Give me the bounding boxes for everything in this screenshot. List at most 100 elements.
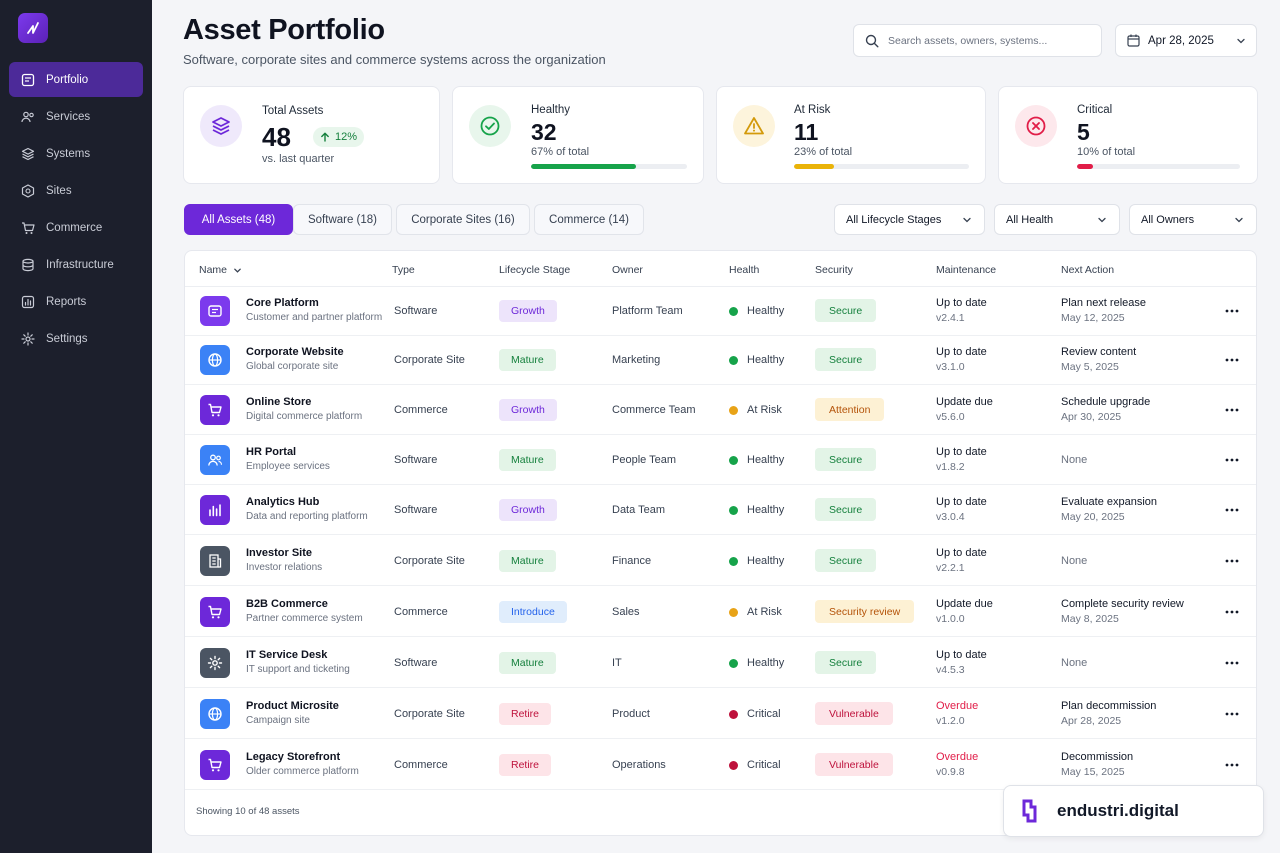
sidebar-item-systems[interactable]: Systems [9, 136, 143, 171]
table-row[interactable]: Corporate Website Global corporate site Co… [185, 335, 1256, 385]
chevron-down-icon [1098, 217, 1106, 222]
search-icon [865, 34, 879, 48]
tab-commerce[interactable]: Commerce (14) [534, 204, 644, 235]
sidebar-item-portfolio[interactable]: Portfolio [9, 62, 143, 97]
more-options-icon[interactable] [1224, 405, 1240, 415]
lifecycle-filter[interactable]: All Lifecycle Stages [834, 204, 985, 235]
stat-value: 5 [1077, 119, 1090, 145]
asset-name[interactable]: Online Store [246, 396, 312, 408]
sidebar-item-reports[interactable]: Reports [9, 284, 143, 319]
security-badge: Vulnerable [815, 753, 893, 776]
table-row[interactable]: Legacy Storefront Older commerce platform… [185, 740, 1256, 790]
asset-description: Older commerce platform [246, 766, 359, 777]
table-row[interactable]: B2B Commerce Partner commerce system Comme… [185, 587, 1256, 637]
more-options-icon[interactable] [1224, 455, 1240, 465]
progress-fill [794, 164, 835, 169]
asset-type: Corporate Site [394, 354, 465, 366]
asset-name[interactable]: Legacy Storefront [246, 751, 341, 763]
version: v3.0.4 [936, 511, 965, 523]
stat-label: Healthy [531, 104, 570, 116]
app-logo[interactable] [18, 13, 48, 43]
table-row[interactable]: Online Store Digital commerce platform Com… [185, 385, 1256, 435]
tab-all-assets[interactable]: All Assets (48) [184, 204, 293, 235]
layers-icon [200, 105, 242, 147]
table-row[interactable]: HR Portal Employee services Software Mature… [185, 435, 1256, 485]
sidebar-item-label: Systems [46, 147, 91, 160]
sidebar-item-commerce[interactable]: Commerce [9, 210, 143, 245]
lifecycle-badge: Introduce [499, 601, 567, 623]
sidebar-item-infrastructure[interactable]: Infrastructure [9, 247, 143, 282]
sidebar-item-services[interactable]: Services [9, 99, 143, 134]
more-options-icon[interactable] [1224, 760, 1240, 770]
calendar-icon [1127, 34, 1140, 47]
status-dot [729, 455, 738, 465]
asset-name[interactable]: Product Microsite [246, 700, 339, 712]
asset-owner: Product [612, 708, 650, 720]
column-header-name[interactable]: Name [199, 264, 242, 276]
more-options-icon[interactable] [1224, 505, 1240, 515]
main-content: Asset Portfolio Software, corporate site… [152, 0, 1280, 853]
more-options-icon[interactable] [1224, 607, 1240, 617]
reports-icon [20, 294, 35, 309]
stat-label: Total Assets [262, 105, 324, 117]
asset-name[interactable]: Investor Site [246, 547, 313, 559]
maintenance-status: Overdue [936, 700, 979, 712]
systems-icon [20, 146, 35, 161]
cart-icon [20, 220, 35, 235]
column-header-owner: Owner [612, 264, 643, 276]
tab-corporate-sites[interactable]: Corporate Sites (16) [396, 204, 530, 235]
progress-bar [794, 164, 969, 169]
next-action: Review content [1061, 346, 1137, 358]
owner-filter[interactable]: All Owners [1129, 204, 1257, 235]
more-options-icon[interactable] [1224, 709, 1240, 719]
lifecycle-badge: Mature [499, 349, 556, 371]
maintenance-status: Up to date [936, 649, 987, 661]
search-box[interactable] [853, 24, 1102, 57]
search-input[interactable] [888, 34, 1088, 47]
table-row[interactable]: Analytics Hub Data and reporting platform… [185, 485, 1256, 535]
asset-owner: Data Team [612, 504, 665, 516]
asset-name[interactable]: B2B Commerce [246, 598, 328, 610]
version: v1.2.0 [936, 715, 965, 727]
table-row[interactable]: Investor Site Investor relations Corporate… [185, 536, 1256, 586]
sidebar-item-settings[interactable]: Settings [9, 321, 143, 356]
asset-description: Data and reporting platform [246, 511, 368, 522]
brand-badge: endustri.digital [1003, 785, 1264, 837]
health-filter[interactable]: All Health [994, 204, 1120, 235]
stat-sub: vs. last quarter [262, 153, 335, 165]
asset-description: Digital commerce platform [246, 411, 363, 422]
lifecycle-badge: Growth [499, 499, 557, 521]
table-row[interactable]: IT Service Desk IT support and ticketing S… [185, 638, 1256, 688]
next-action-date: Apr 30, 2025 [1061, 411, 1122, 423]
asset-type: Software [394, 657, 438, 669]
security-badge: Attention [815, 398, 885, 421]
sidebar-item-sites[interactable]: Sites [9, 173, 143, 208]
more-options-icon[interactable] [1224, 658, 1240, 668]
asset-name[interactable]: Analytics Hub [246, 496, 320, 508]
stat-sub: 10% of total [1077, 146, 1136, 158]
column-header-lifecycle: Lifecycle Stage [499, 264, 571, 276]
filter-value: All Owners [1141, 213, 1195, 226]
security-badge: Vulnerable [815, 702, 893, 725]
health-status: Critical [729, 759, 781, 771]
asset-type: Software [394, 504, 438, 516]
asset-owner: IT [612, 657, 622, 669]
asset-owner: Platform Team [612, 305, 683, 317]
table-row[interactable]: Core Platform Customer and partner platfo… [185, 286, 1256, 336]
more-options-icon[interactable] [1224, 306, 1240, 316]
table-row[interactable]: Product Microsite Campaign site Corporate … [185, 689, 1256, 739]
lifecycle-badge: Mature [499, 652, 556, 674]
column-header-type: Type [392, 264, 415, 276]
more-options-icon[interactable] [1224, 556, 1240, 566]
asset-description: Employee services [246, 461, 330, 472]
sidebar-item-label: Sites [46, 184, 72, 197]
asset-name[interactable]: HR Portal [246, 446, 297, 458]
asset-name[interactable]: Core Platform [246, 297, 319, 309]
more-options-icon[interactable] [1224, 355, 1240, 365]
stat-sub: 67% of total [531, 146, 590, 158]
tab-software[interactable]: Software (18) [293, 204, 392, 235]
date-picker[interactable]: Apr 28, 2025 [1115, 24, 1257, 57]
status-dot [729, 505, 738, 515]
asset-name[interactable]: Corporate Website [246, 346, 344, 358]
asset-name[interactable]: IT Service Desk [246, 649, 328, 661]
